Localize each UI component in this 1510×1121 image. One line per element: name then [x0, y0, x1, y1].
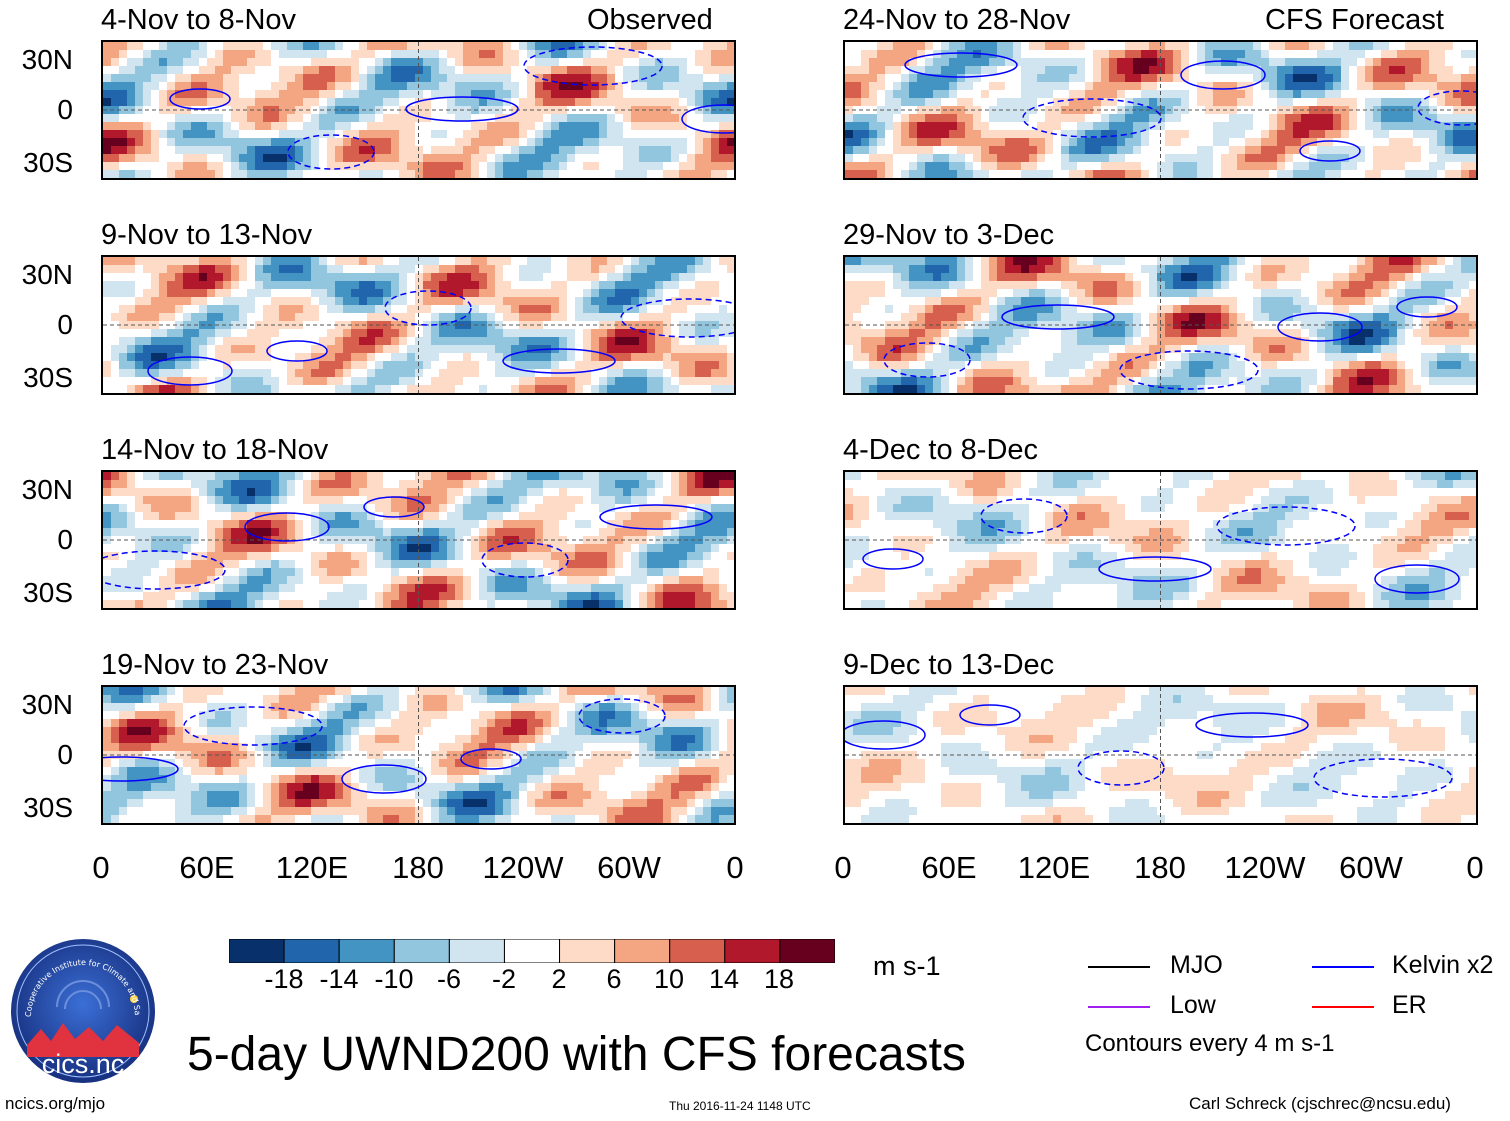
lat-label-30s: 30S	[23, 792, 73, 823]
colorbar	[229, 939, 835, 963]
colorbar-label: 14	[708, 964, 740, 994]
panel-title-3: 14-Nov to 18-Nov	[101, 434, 329, 466]
panel-title-5: 24-Nov to 28-Nov	[843, 4, 1071, 36]
lat-label-30s: 30S	[23, 147, 73, 178]
map-panel-forecast-2	[843, 255, 1478, 395]
colorbar-swatch	[503, 939, 561, 963]
lon-label-60w: 60W	[1339, 850, 1403, 885]
panel-title-7: 4-Dec to 8-Dec	[843, 434, 1039, 466]
cfs-forecast-header: CFS Forecast	[1265, 4, 1444, 36]
lon-label-0-end: 0	[1466, 850, 1484, 885]
colorbar-swatch	[669, 939, 726, 963]
colorbar-label: -6	[436, 964, 462, 994]
colorbar-label: 2	[551, 964, 567, 994]
observed-header: Observed	[587, 4, 713, 36]
colorbar-label: -2	[491, 964, 517, 994]
lon-label-120e: 120E	[275, 850, 349, 885]
colorbar-units: m s-1	[873, 951, 941, 981]
map-panel-observed-1	[101, 40, 736, 180]
legend-mjo-line	[1088, 966, 1150, 968]
lat-label-30s: 30S	[23, 362, 73, 393]
lat-label-30s: 30S	[23, 577, 73, 608]
lon-label-0: 0	[834, 850, 852, 885]
map-panel-observed-2	[101, 255, 736, 395]
logo-text: cics.nc	[42, 1049, 125, 1079]
colorbar-label: 6	[606, 964, 622, 994]
panel-title-8: 9-Dec to 13-Dec	[843, 649, 1055, 681]
lat-label-30n: 30N	[21, 689, 73, 720]
map-panel-forecast-4	[843, 685, 1478, 825]
footer-timestamp: Thu 2016-11-24 1148 UTC	[669, 1099, 811, 1113]
map-panel-observed-4	[101, 685, 736, 825]
lon-label-120e: 120E	[1017, 850, 1091, 885]
panel-title-2: 9-Nov to 13-Nov	[101, 219, 313, 251]
lon-label-180: 180	[392, 850, 444, 885]
lat-label-30n: 30N	[21, 474, 73, 505]
legend-low-label: Low	[1170, 991, 1216, 1019]
colorbar-swatch	[393, 939, 450, 963]
lon-label-120w: 120W	[482, 850, 564, 885]
panel-title-4: 19-Nov to 23-Nov	[101, 649, 329, 681]
legend-mjo-label: MJO	[1170, 951, 1223, 979]
lon-label-60e: 60E	[179, 850, 235, 885]
cics-logo: Cooperative Institute for Climate and Sa…	[9, 937, 155, 1083]
footer-author: Carl Schreck (cjschrec@ncsu.edu)	[1189, 1094, 1451, 1113]
colorbar-swatch	[559, 939, 616, 963]
panel-title-1: 4-Nov to 8-Nov	[101, 4, 297, 36]
lon-label-0-end: 0	[726, 850, 744, 885]
lat-label-eq: 0	[57, 739, 73, 770]
panel-title-6: 29-Nov to 3-Dec	[843, 219, 1055, 251]
lon-label-60w: 60W	[597, 850, 661, 885]
footer-url[interactable]: ncics.org/mjo	[5, 1094, 106, 1113]
colorbar-label: 10	[653, 964, 685, 994]
colorbar-swatch	[338, 939, 395, 963]
map-panel-observed-3	[101, 470, 736, 610]
legend-low-line	[1088, 1006, 1150, 1008]
colorbar-swatch	[724, 939, 781, 963]
map-panel-forecast-3	[843, 470, 1478, 610]
colorbar-label: -14	[319, 964, 359, 994]
lat-label-eq: 0	[57, 524, 73, 555]
legend-kelvin-label: Kelvin x2	[1392, 951, 1494, 979]
lon-label-180: 180	[1134, 850, 1186, 885]
main-title: 5-day UWND200 with CFS forecasts	[187, 1028, 966, 1081]
colorbar-swatch	[614, 939, 671, 963]
contour-note: Contours every 4 m s-1	[1085, 1030, 1335, 1057]
lat-label-30n: 30N	[21, 259, 73, 290]
lon-label-120w: 120W	[1224, 850, 1306, 885]
lat-label-30n: 30N	[21, 44, 73, 75]
legend-kelvin-line	[1312, 966, 1374, 968]
lat-label-eq: 0	[57, 94, 73, 125]
lon-label-0: 0	[92, 850, 110, 885]
colorbar-swatch	[779, 939, 835, 963]
map-panel-forecast-1	[843, 40, 1478, 180]
colorbar-swatch	[283, 939, 340, 963]
colorbar-swatch	[229, 939, 285, 963]
colorbar-label: -10	[374, 964, 414, 994]
colorbar-label: -18	[264, 964, 304, 994]
lat-label-eq: 0	[57, 309, 73, 340]
lon-label-60e: 60E	[921, 850, 977, 885]
colorbar-swatch	[448, 939, 505, 963]
legend-er-label: ER	[1392, 991, 1427, 1019]
colorbar-label: 18	[763, 964, 795, 994]
legend-er-line	[1312, 1006, 1374, 1008]
